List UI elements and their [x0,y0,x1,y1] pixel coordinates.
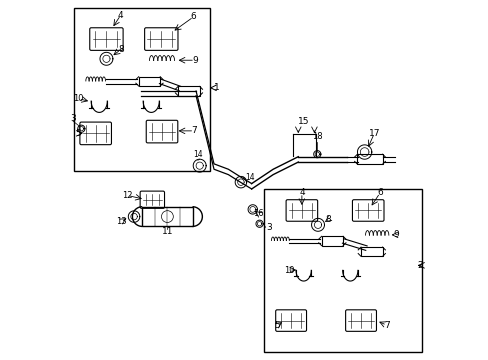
Bar [178,86,199,96]
Bar [139,77,160,86]
Text: 11: 11 [162,228,173,237]
Bar [74,8,210,171]
Text: 8: 8 [118,45,123,54]
Text: 14: 14 [193,150,203,159]
Text: 4: 4 [299,188,304,197]
Text: 5: 5 [75,129,81,138]
Text: 18: 18 [311,132,322,141]
Bar [357,154,382,164]
Text: 6: 6 [376,188,382,197]
Text: 17: 17 [368,129,379,138]
Text: 7: 7 [191,126,197,135]
Text: 5: 5 [274,321,280,330]
Text: 16: 16 [252,209,263,218]
Text: 7: 7 [383,321,389,330]
Bar [321,236,343,246]
Text: 3: 3 [70,114,76,123]
Text: 2: 2 [417,261,422,270]
Bar [264,189,421,352]
Text: 8: 8 [325,215,330,224]
Text: 10: 10 [73,94,83,103]
Text: 12: 12 [122,191,132,200]
Text: 6: 6 [190,12,196,21]
Text: 1: 1 [214,83,219,92]
Text: 9: 9 [393,230,399,239]
Text: 15: 15 [297,117,309,126]
Text: 14: 14 [244,173,254,182]
Text: 10: 10 [283,266,294,275]
Text: 9: 9 [192,56,198,65]
Text: 13: 13 [116,217,126,226]
Bar [142,207,192,226]
Text: 3: 3 [266,223,272,232]
Text: 4: 4 [118,10,123,19]
Bar [360,247,382,256]
